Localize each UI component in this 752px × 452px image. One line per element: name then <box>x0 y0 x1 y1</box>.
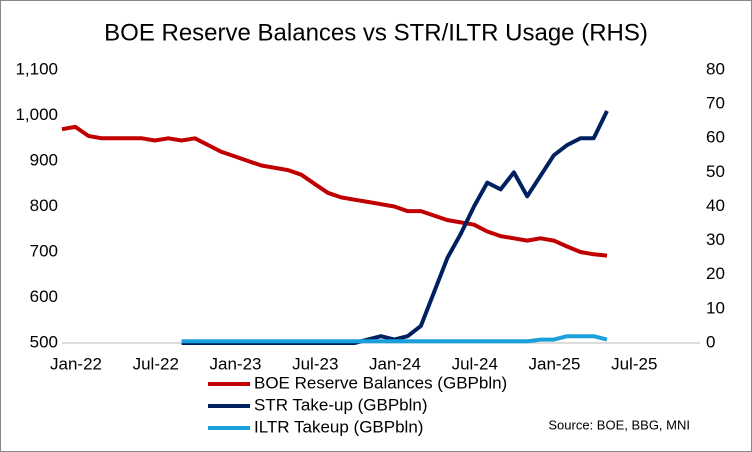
x-tick-label: Jul-22 <box>133 354 179 373</box>
y-tick-label: 900 <box>30 150 58 169</box>
y-tick-label: 600 <box>30 287 58 306</box>
x-tick-label: Jan-24 <box>369 354 421 373</box>
y2-tick-label: 40 <box>706 196 725 215</box>
legend-label: STR Take-up (GBPbln) <box>254 395 428 414</box>
y2-tick-label: 30 <box>706 230 725 249</box>
chart-title: BOE Reserve Balances vs STR/ILTR Usage (… <box>104 19 648 46</box>
source-note: Source: BOE, BBG, MNI <box>548 417 690 432</box>
x-tick-label: Jan-22 <box>50 354 102 373</box>
y-tick-label: 500 <box>30 332 58 351</box>
y-tick-label: 800 <box>30 196 58 215</box>
x-tick-label: Jul-25 <box>611 354 657 373</box>
y-tick-label: 1,100 <box>15 59 58 78</box>
y-tick-label: 1,000 <box>15 105 58 124</box>
y2-tick-label: 70 <box>706 94 725 113</box>
y2-tick-label: 60 <box>706 128 725 147</box>
x-tick-label: Jul-23 <box>292 354 338 373</box>
y2-tick-label: 50 <box>706 162 725 181</box>
series-line <box>181 334 608 344</box>
legend-label: ILTR Takeup (GBPbln) <box>254 417 423 436</box>
y2-tick-label: 80 <box>706 59 725 78</box>
series-line <box>61 124 608 258</box>
y2-tick-label: 20 <box>706 264 725 283</box>
x-tick-label: Jan-25 <box>529 354 581 373</box>
x-tick-label: Jul-24 <box>452 354 498 373</box>
y-tick-label: 700 <box>30 241 58 260</box>
y2-tick-label: 10 <box>706 298 725 317</box>
x-tick-label: Jan-23 <box>210 354 262 373</box>
y2-tick-label: 0 <box>706 332 715 351</box>
legend-label: BOE Reserve Balances (GBPbln) <box>254 373 507 392</box>
